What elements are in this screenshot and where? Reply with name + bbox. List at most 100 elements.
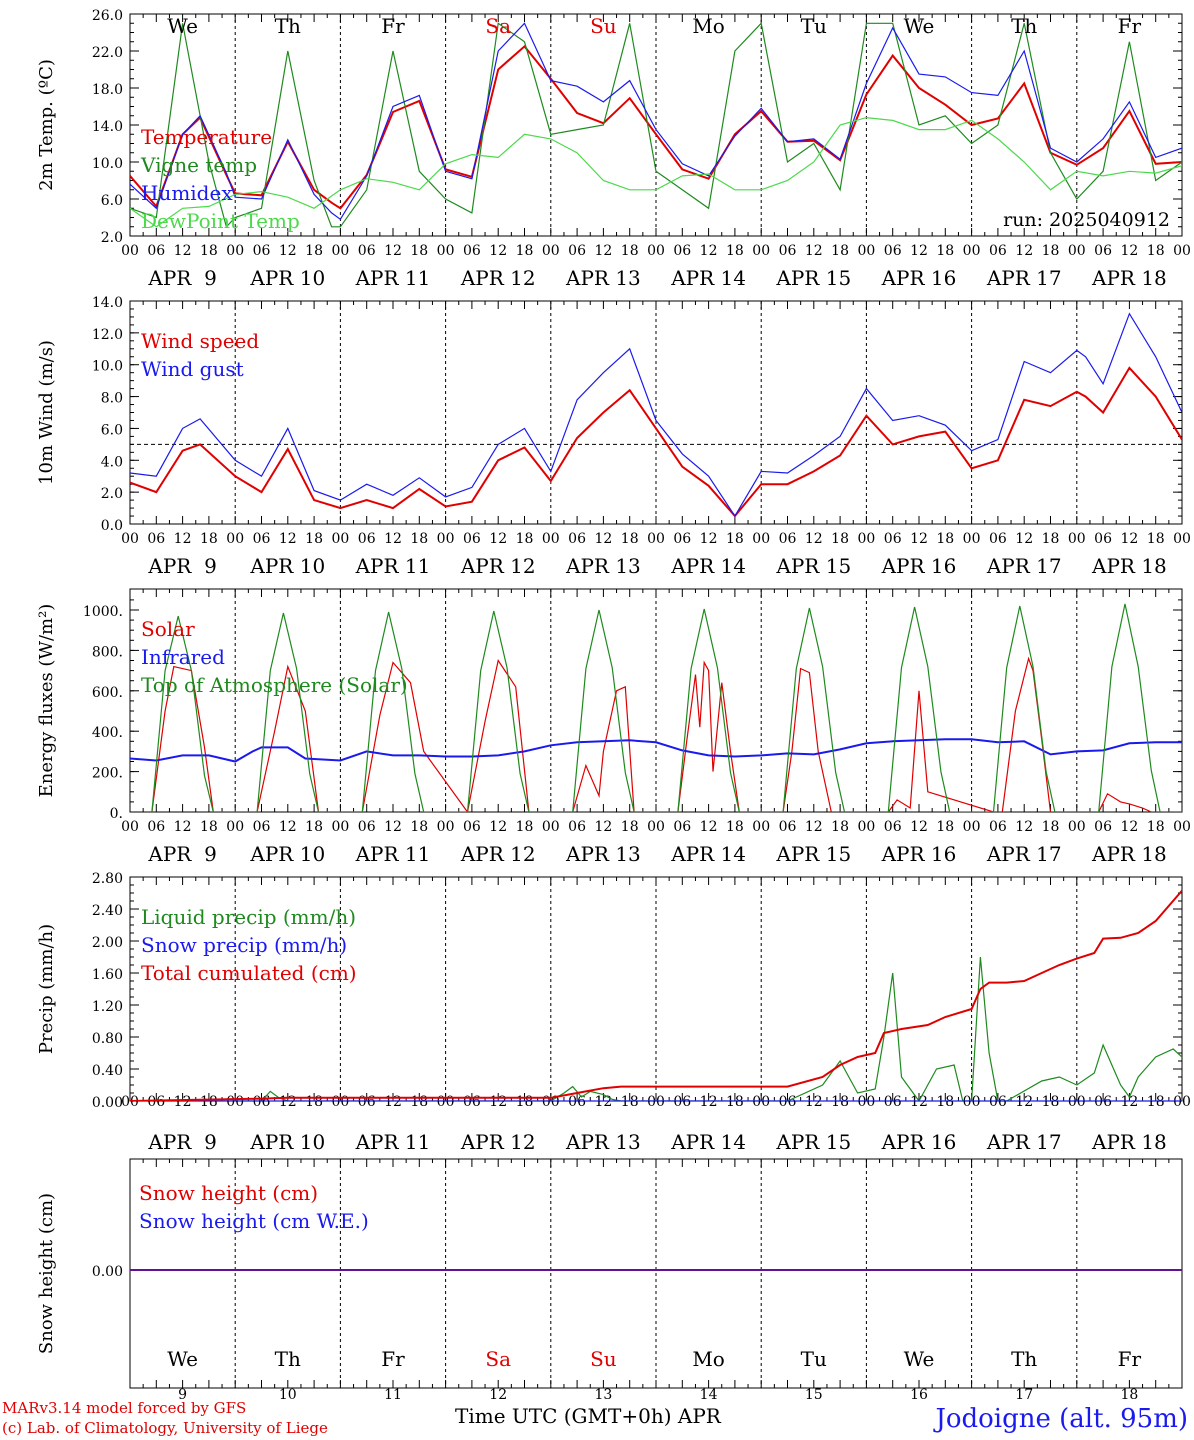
snow-panel: 0.00 We Th Fr Sa Su Mo Tu We Th Fr 9 10 11 12 13 14 15 16 1…: [36, 1158, 1183, 1403]
series-line: [130, 889, 1182, 1101]
date-label: APR 15: [775, 554, 851, 578]
hour-label: 18: [936, 531, 954, 547]
hour-label: 12: [279, 243, 297, 259]
hour-label: 12: [489, 531, 507, 547]
legend-entry: Liquid precip (mm/h): [141, 905, 356, 929]
legend-entry: Temperature: [141, 125, 272, 149]
hour-label: 12: [1015, 243, 1033, 259]
y-tick-label: 6.0: [101, 422, 123, 438]
hour-label: 18: [1147, 819, 1165, 835]
hour-label: 12: [594, 1094, 612, 1110]
hour-label: 00: [963, 243, 981, 259]
date-label: APR 10: [249, 266, 325, 290]
date-label: APR 18: [1091, 1130, 1167, 1154]
hour-label: 12: [805, 1094, 823, 1110]
hour-label: 06: [463, 1094, 481, 1110]
hour-label: 12: [1015, 1094, 1033, 1110]
hour-label: 18: [516, 819, 534, 835]
hour-label: 00: [647, 531, 665, 547]
location-label: Jodoigne (alt. 95m): [932, 1404, 1188, 1434]
day-number-label: 11: [384, 1387, 402, 1403]
hour-label: 00: [331, 531, 349, 547]
hour-label: 12: [489, 243, 507, 259]
hour-label: 12: [489, 819, 507, 835]
hour-label: 00: [1068, 243, 1086, 259]
hour-label: 12: [594, 243, 612, 259]
day-number-label: 15: [805, 1387, 823, 1403]
hour-label: 06: [358, 531, 376, 547]
hour-label: 00: [331, 819, 349, 835]
date-label: APR 10: [249, 842, 325, 866]
hour-label: 12: [279, 531, 297, 547]
hour-label: 18: [410, 1094, 428, 1110]
temperature-panel: 2.0 6.0 10.0 14.0 18.0 22.0 26.0 00 06 12 18 00 06 12…: [36, 8, 1191, 290]
hour-label: 18: [305, 243, 323, 259]
weekday-label: Fr: [381, 14, 405, 38]
hour-label: 12: [174, 819, 192, 835]
legend-entry: Wind gust: [141, 357, 244, 381]
hour-label: 12: [1120, 1094, 1138, 1110]
model-credit: MARv3.14 model forced by GFS: [2, 1399, 246, 1417]
precip-panel: 0.00 0.40 0.80 1.20 1.60 2.00 2.40 2.80 00 06 12 18…: [36, 871, 1191, 1154]
hour-label: 18: [831, 1094, 849, 1110]
hour-label: 18: [305, 1094, 323, 1110]
hour-label: 00: [647, 819, 665, 835]
y-tick-label: 22.0: [92, 45, 123, 61]
date-label: APR 17: [986, 1130, 1062, 1154]
y-tick-label: 2.00: [92, 935, 123, 951]
date-label: APR 17: [986, 266, 1062, 290]
hour-label: 00: [331, 1094, 349, 1110]
y-tick-label: 600.: [92, 685, 123, 701]
date-label: APR 10: [249, 1130, 325, 1154]
hour-label: 18: [305, 531, 323, 547]
series-line: [130, 44, 1182, 210]
hour-label: 12: [700, 531, 718, 547]
legend-entry: Infrared: [141, 645, 225, 669]
hour-label: 06: [358, 819, 376, 835]
hour-label: 00: [542, 243, 560, 259]
hour-label: 00: [752, 531, 770, 547]
y-tick-label: 0.00: [92, 1264, 123, 1280]
date-label: APR 14: [670, 1130, 746, 1154]
date-label: APR 10: [249, 554, 325, 578]
hour-label: 00: [331, 243, 349, 259]
date-label: APR 9: [147, 842, 216, 866]
hour-label: 18: [1147, 531, 1165, 547]
date-label: APR 17: [986, 554, 1062, 578]
hour-label: 12: [279, 1094, 297, 1110]
series-line: [151, 656, 1182, 812]
hour-label: 00: [121, 819, 139, 835]
hour-label: 06: [463, 531, 481, 547]
weekday-label: Tu: [801, 1347, 827, 1371]
hour-label: 00: [437, 531, 455, 547]
lab-credit: (c) Lab. of Climatology, University of L…: [2, 1419, 328, 1437]
date-label: APR 12: [460, 1130, 536, 1154]
hour-label: 12: [174, 243, 192, 259]
hour-label: 12: [910, 243, 928, 259]
weekday-label: Sa: [485, 14, 511, 38]
legend-entry: Snow height (cm): [139, 1181, 318, 1205]
hour-label: 06: [673, 531, 691, 547]
hour-label: 18: [831, 819, 849, 835]
date-label: APR 13: [565, 554, 641, 578]
hour-label: 00: [1173, 531, 1191, 547]
series-group: [130, 312, 1182, 518]
date-label: APR 18: [1091, 554, 1167, 578]
legend-entry: Vigne temp: [140, 153, 257, 177]
hour-label: 18: [410, 243, 428, 259]
day-number-label: 12: [489, 1387, 507, 1403]
y-tick-label: 12.0: [92, 327, 123, 343]
y-axis-label: 10m Wind (m/s): [36, 340, 57, 485]
hour-label: 06: [989, 819, 1007, 835]
hour-label: 06: [673, 1094, 691, 1110]
y-tick-label: 2.0: [101, 230, 123, 246]
hour-label: 06: [884, 1094, 902, 1110]
date-label: APR 12: [460, 842, 536, 866]
hour-label: 00: [1068, 819, 1086, 835]
hour-label: 06: [884, 243, 902, 259]
x-axis-title: Time UTC (GMT+0h) APR: [455, 1404, 722, 1428]
y-tick-label: 8.0: [101, 391, 123, 407]
hour-label: 12: [594, 819, 612, 835]
day-number-label: 14: [700, 1387, 718, 1403]
date-label: APR 11: [355, 266, 431, 290]
